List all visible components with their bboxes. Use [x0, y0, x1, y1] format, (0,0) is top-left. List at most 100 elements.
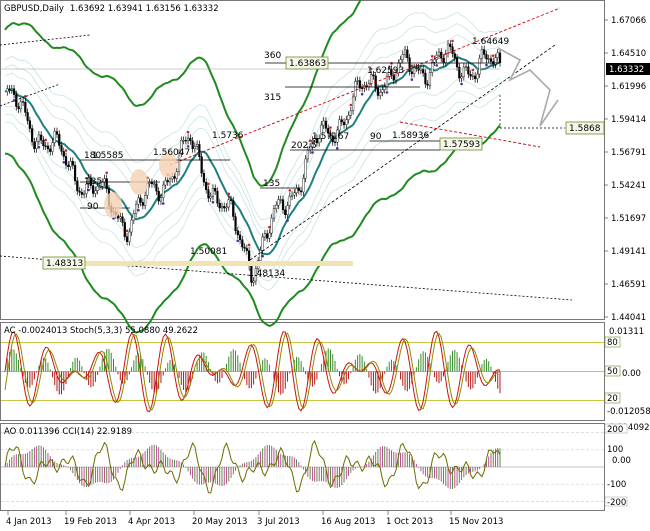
fractal-up — [430, 55, 434, 58]
label-202-5: 202.5 — [291, 141, 317, 151]
inner-band — [4, 23, 501, 229]
label-1-50081: 1.50081 — [190, 247, 227, 257]
candle-body — [182, 140, 185, 142]
candle-body — [207, 189, 210, 199]
candle-body — [437, 51, 441, 56]
candle-body — [21, 101, 25, 103]
fractal-down — [161, 202, 165, 205]
candle-body — [358, 80, 361, 89]
candle-body — [92, 185, 95, 194]
ao-ytick-zero: 0.00 — [612, 456, 631, 466]
candle-body — [372, 74, 375, 77]
moving-average-line — [4, 56, 501, 256]
candle-body — [259, 250, 262, 261]
candle-body — [288, 196, 291, 206]
candle-body — [162, 184, 165, 198]
candle-body — [302, 178, 305, 193]
candle-body — [139, 197, 142, 203]
fractal-up — [44, 138, 47, 142]
candle-body — [144, 195, 147, 206]
fractal-up — [451, 39, 454, 43]
main-title: GBPUSD,Daily 1.63692 1.63941 1.63156 1.63… — [4, 4, 219, 14]
candle-body — [6, 88, 9, 92]
candle-body — [399, 59, 402, 64]
label-315: 315 — [264, 93, 281, 103]
price-tick-label: 1.64510 — [611, 49, 646, 59]
candle-body — [96, 186, 99, 191]
candle-body — [379, 92, 382, 96]
candle-body — [487, 58, 490, 60]
candle-body — [214, 188, 217, 192]
candle-body — [424, 72, 427, 85]
candle-body — [356, 80, 359, 82]
label-1-5736: 1.5736 — [212, 131, 244, 141]
candle-body — [71, 161, 74, 166]
candle-body — [241, 239, 244, 248]
candle-body — [98, 186, 102, 188]
fractal-up — [125, 229, 129, 233]
candle-body — [168, 178, 172, 183]
label-90-left: 90 — [87, 202, 99, 212]
candle-body — [469, 73, 472, 77]
candle-body — [279, 199, 282, 201]
candle-body — [313, 138, 316, 141]
candle-body — [121, 216, 124, 223]
candle-body — [78, 190, 81, 193]
candle-body — [67, 164, 70, 167]
candle-body — [49, 148, 52, 152]
candle-body — [232, 200, 235, 217]
ao-panel-title: AO 0.011396 CCI(14) 22.9189 — [4, 427, 132, 437]
date-tick-label: 1 Oct 2013 — [386, 517, 433, 527]
candle-body — [471, 75, 474, 77]
fractal-up — [349, 103, 353, 107]
fractal-down — [12, 99, 16, 102]
candle-body — [318, 138, 321, 144]
candle-body — [410, 71, 413, 74]
candle-body — [277, 199, 280, 206]
date-tick-label: 15 Nov 2013 — [449, 517, 503, 527]
date-tick-label: 20 May 2013 — [192, 517, 247, 527]
fractal-up — [85, 176, 88, 180]
date-tick-label: 19 Feb 2013 — [64, 517, 117, 527]
fractal-up — [471, 68, 475, 72]
candle-body — [322, 120, 325, 126]
candle-body — [225, 206, 228, 209]
fractal-up — [105, 171, 109, 175]
fractal-up — [186, 130, 190, 134]
ac-stoch-panel — [1, 330, 604, 413]
candle-body — [290, 194, 294, 197]
candle-body — [453, 53, 456, 59]
fractal-up — [268, 225, 271, 229]
candlesticks — [6, 39, 502, 287]
candle-body — [394, 72, 398, 81]
label-1-58936: 1.58936 — [392, 131, 429, 141]
candle-body — [351, 96, 355, 112]
candle-body — [370, 74, 373, 84]
candle-body — [275, 204, 278, 209]
ac-ytick-zero: 0.00 — [622, 369, 641, 379]
fractal-up — [390, 62, 393, 65]
candle-body — [73, 165, 77, 182]
candle-body — [105, 178, 108, 190]
fractal-up — [491, 54, 495, 57]
fractal-down — [435, 64, 439, 67]
candle-body — [28, 120, 31, 129]
candle-body — [272, 208, 276, 219]
price-tick-label: 1.51697 — [611, 214, 646, 224]
candle-body — [234, 216, 237, 231]
candle-body — [173, 176, 176, 179]
fractal-down — [87, 188, 90, 192]
candle-body — [33, 141, 36, 149]
candle-body — [186, 137, 190, 141]
fractal-down — [410, 78, 414, 81]
fractal-down — [385, 91, 389, 94]
price-tick-label: 1.59414 — [611, 115, 646, 125]
candle-body — [166, 180, 169, 183]
candle-body — [329, 133, 332, 136]
candle-body — [134, 204, 138, 214]
candle-body — [413, 67, 416, 74]
candle-body — [76, 180, 79, 192]
candle-body — [94, 190, 97, 194]
stoch-level-80: 80 — [607, 338, 618, 348]
candle-body — [408, 57, 411, 72]
